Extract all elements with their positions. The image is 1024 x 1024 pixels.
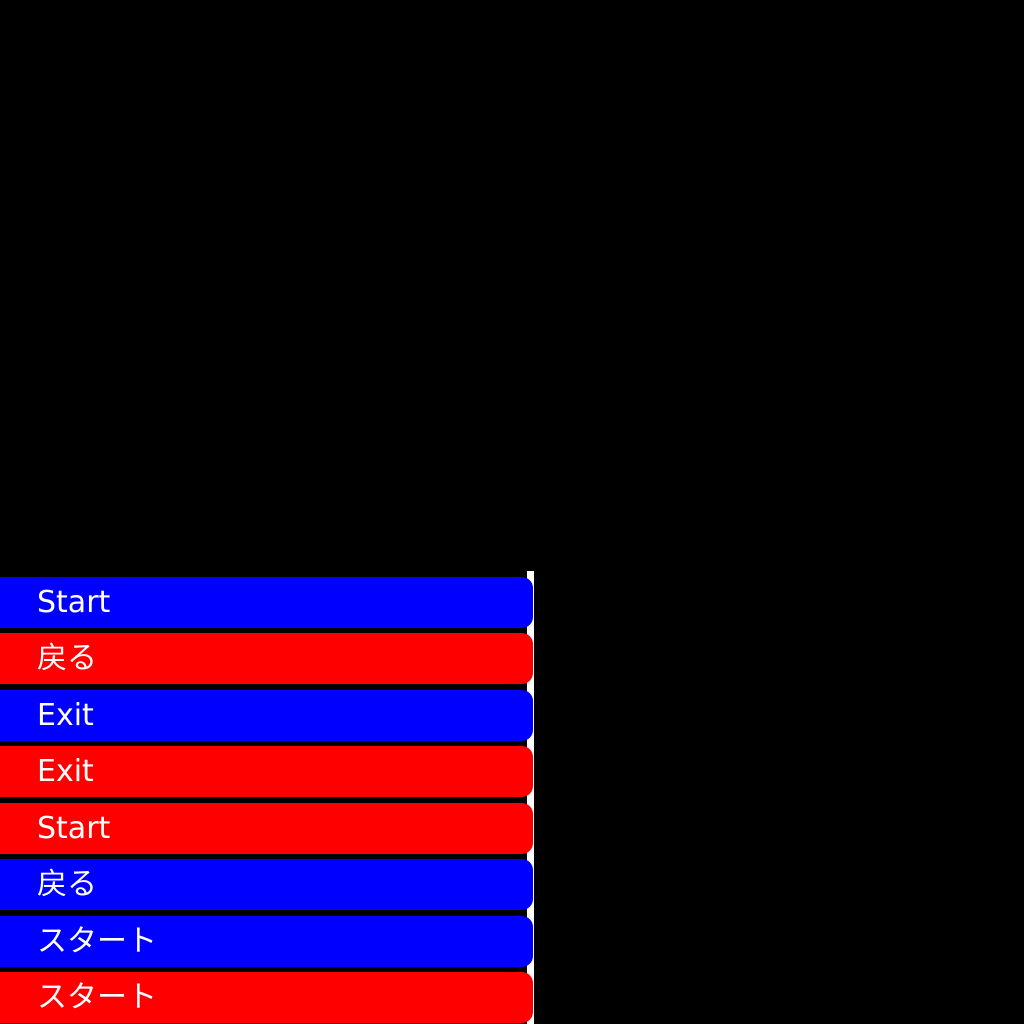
button-row: Start [0,577,533,628]
button-row: 戻る [0,633,533,684]
menu-button-6[interactable]: 戻る [0,859,533,910]
menu-button-label: スタート [37,924,157,959]
button-row: Start [0,803,533,854]
button-list-panel: Start 戻る Exit Exit Start 戻る スタート スタート [0,571,534,1024]
menu-button-label: Exit [37,754,94,789]
button-row: スタート [0,916,533,967]
menu-button-3[interactable]: Exit [0,690,533,741]
menu-button-label: 戻る [37,867,97,902]
menu-button-7[interactable]: スタート [0,916,533,967]
menu-button-label: Start [37,585,111,620]
menu-button-label: 戻る [37,641,97,676]
menu-button-1[interactable]: Start [0,577,533,628]
button-row: 戻る [0,859,533,910]
menu-button-label: スタート [37,980,157,1015]
menu-button-4[interactable]: Exit [0,746,533,797]
menu-button-5[interactable]: Start [0,803,533,854]
button-row: スタート [0,972,533,1023]
menu-button-2[interactable]: 戻る [0,633,533,684]
menu-button-label: Start [37,811,111,846]
button-row: Exit [0,690,533,741]
button-row: Exit [0,746,533,797]
menu-button-label: Exit [37,698,94,733]
menu-button-8[interactable]: スタート [0,972,533,1023]
